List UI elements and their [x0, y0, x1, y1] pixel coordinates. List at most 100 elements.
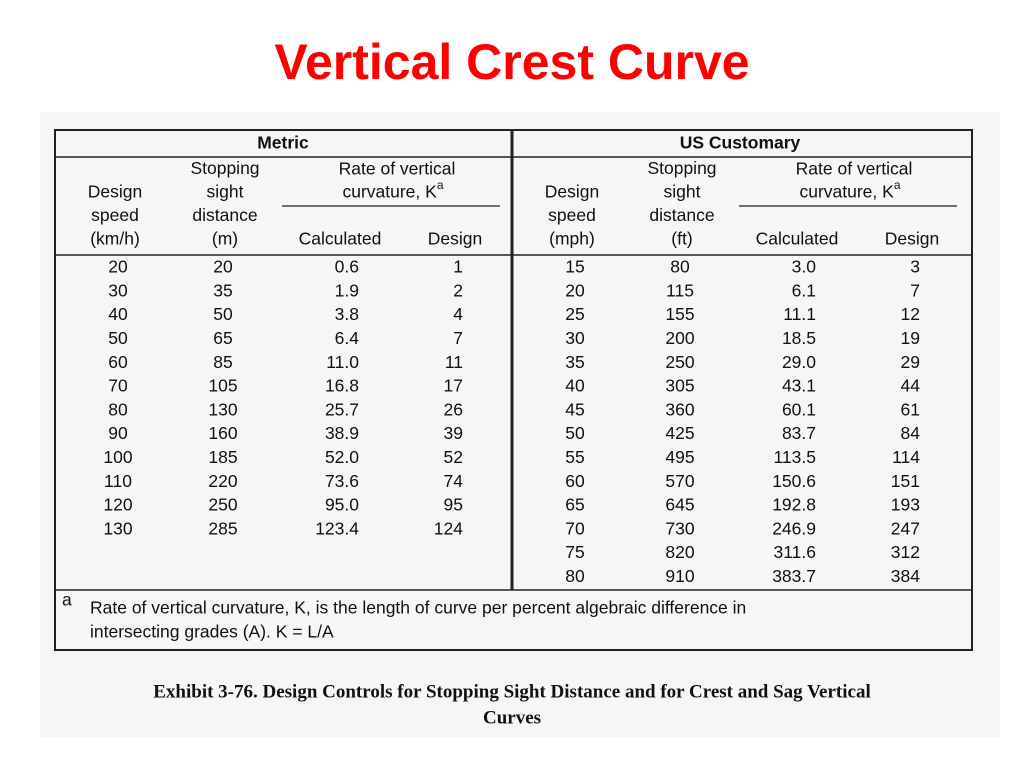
table-cell: 910 [665, 566, 694, 586]
table-cell: 105 [208, 376, 237, 396]
table-cell: 285 [208, 518, 237, 538]
table-cell: 246.9 [772, 518, 816, 538]
group-header: US Customary [680, 133, 801, 153]
table-cell: 39 [444, 423, 463, 443]
footnote-text: Rate of vertical curvature, K, is the le… [90, 598, 746, 618]
table-cell: 311.6 [774, 542, 817, 562]
table-cell: 30 [108, 280, 128, 300]
column-header: Design [88, 182, 142, 202]
table-cell: 645 [665, 495, 694, 515]
table-cell: 44 [901, 376, 921, 396]
column-header: (m) [212, 229, 238, 249]
table-cell: 4 [453, 304, 463, 324]
table-cell: 113.5 [774, 447, 817, 467]
table-cell: 40 [565, 376, 585, 396]
column-header: Stopping [647, 158, 716, 178]
column-header: sight [207, 182, 244, 202]
table-cell: 250 [208, 495, 237, 515]
scan-background [40, 112, 1000, 737]
column-header: speed [91, 205, 139, 225]
column-header: Design [885, 229, 939, 249]
table-cell: 16.8 [325, 376, 359, 396]
table-cell: 383.7 [772, 566, 816, 586]
table-cell: 7 [910, 280, 920, 300]
table-cell: 20 [213, 257, 233, 277]
table-cell: 130 [208, 399, 237, 419]
column-header: sight [664, 182, 701, 202]
table-cell: 115 [666, 280, 694, 300]
table-cell: 200 [665, 328, 694, 348]
table-cell: 130 [103, 518, 132, 538]
table-cell: 18.5 [782, 328, 816, 348]
table-cell: 15 [565, 257, 584, 277]
table-cell: 40 [108, 304, 128, 324]
column-header: (mph) [549, 229, 595, 249]
table-cell: 11.0 [326, 352, 359, 372]
table-cell: 11.1 [783, 304, 816, 324]
table-cell: 155 [665, 304, 694, 324]
footnote-text: intersecting grades (A). K = L/A [90, 622, 334, 642]
table-cell: 120 [103, 495, 132, 515]
table-cell: 150.6 [772, 471, 816, 491]
table-cell: 3.0 [792, 257, 817, 277]
table-cell: 110 [104, 471, 132, 491]
column-header: curvature, Ka [342, 178, 443, 201]
table-cell: 30 [565, 328, 585, 348]
caption: Curves [483, 707, 541, 728]
table-cell: 35 [565, 352, 584, 372]
column-header: (km/h) [90, 229, 140, 249]
column-header: Calculated [299, 229, 382, 249]
table-cell: 192.8 [772, 495, 816, 515]
table-cell: 35 [213, 280, 232, 300]
column-header: speed [548, 205, 596, 225]
slide-title: Vertical Crest Curve [274, 34, 749, 90]
table-cell: 85 [213, 352, 232, 372]
group-header: Metric [257, 133, 309, 153]
table-cell: 83.7 [782, 423, 816, 443]
table-cell: 124 [434, 518, 463, 538]
column-header: Calculated [756, 229, 839, 249]
table-cell: 25.7 [325, 399, 359, 419]
table-cell: 60.1 [782, 399, 816, 419]
table-cell: 220 [208, 471, 237, 491]
table-cell: 151 [891, 471, 920, 491]
table-cell: 3.8 [335, 304, 359, 324]
table-cell: 45 [565, 399, 584, 419]
footnote-mark: a [62, 590, 72, 610]
table-cell: 425 [665, 423, 694, 443]
table-cell: 26 [444, 399, 463, 419]
table-cell: 0.6 [335, 257, 359, 277]
table-cell: 3 [910, 257, 920, 277]
table-cell: 61 [901, 399, 920, 419]
table-cell: 11 [445, 352, 463, 372]
table-cell: 90 [108, 423, 128, 443]
column-header: Stopping [190, 158, 259, 178]
table-cell: 19 [901, 328, 920, 348]
table-cell: 247 [891, 518, 920, 538]
table-cell: 65 [565, 495, 584, 515]
table-cell: 2 [453, 280, 463, 300]
table-cell: 84 [901, 423, 921, 443]
table-cell: 305 [665, 376, 694, 396]
table-cell: 6.1 [792, 280, 816, 300]
column-header: distance [192, 205, 257, 225]
column-header: Design [545, 182, 599, 202]
table-cell: 7 [453, 328, 463, 348]
table-cell: 360 [665, 399, 694, 419]
table-cell: 43.1 [782, 376, 816, 396]
table-cell: 17 [444, 376, 463, 396]
table-cell: 74 [444, 471, 464, 491]
table-cell: 70 [565, 518, 585, 538]
table-cell: 80 [670, 257, 690, 277]
table-cell: 250 [665, 352, 694, 372]
table-cell: 80 [108, 399, 128, 419]
table-cell: 50 [565, 423, 585, 443]
column-header: (ft) [671, 229, 692, 249]
table-cell: 29 [901, 352, 920, 372]
footnote-mark: a [437, 178, 444, 192]
table-cell: 70 [108, 376, 128, 396]
table-cell: 114 [892, 447, 920, 467]
table-cell: 495 [665, 447, 694, 467]
table-cell: 52 [444, 447, 463, 467]
